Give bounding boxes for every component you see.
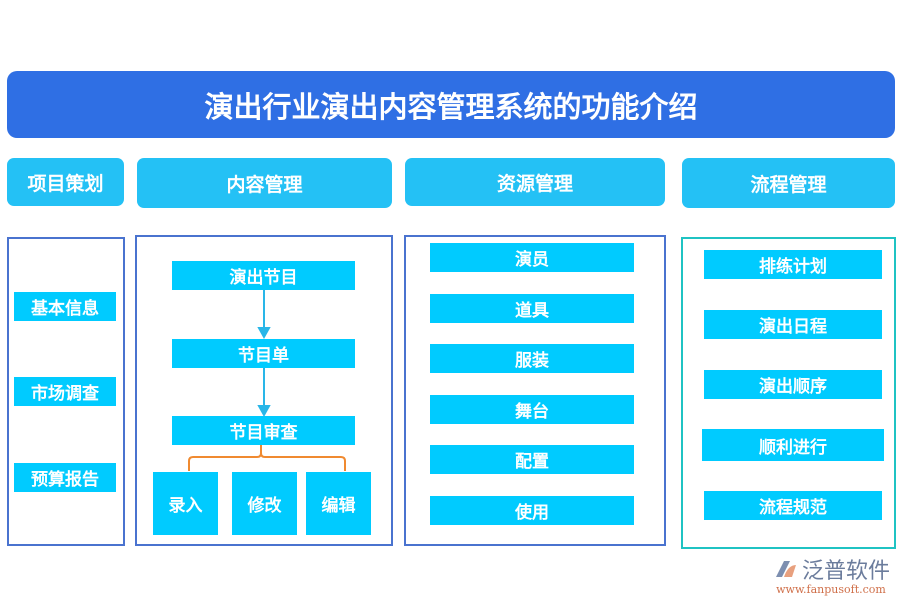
header-process-management: 流程管理 bbox=[682, 158, 895, 208]
resource-actors: 演员 bbox=[430, 243, 634, 272]
resource-costumes: 服装 bbox=[430, 344, 634, 373]
resource-usage: 使用 bbox=[430, 496, 634, 525]
header-resource-management: 资源管理 bbox=[405, 158, 665, 206]
sub-edit: 编辑 bbox=[306, 472, 371, 535]
process-order: 演出顺序 bbox=[704, 370, 882, 399]
process-rehearsal-plan: 排练计划 bbox=[704, 250, 882, 279]
flow-program-review: 节目审查 bbox=[172, 416, 355, 445]
logo-url: www.fanpusoft.com bbox=[776, 583, 886, 596]
logo: 泛普软件 www.fanpusoft.com bbox=[772, 553, 890, 596]
sub-entry: 录入 bbox=[153, 472, 218, 535]
item-budget-report: 预算报告 bbox=[14, 463, 116, 492]
arrowhead-2 bbox=[257, 405, 271, 418]
resource-config: 配置 bbox=[430, 445, 634, 474]
process-standard: 流程规范 bbox=[704, 491, 882, 520]
logo-name: 泛普软件 bbox=[801, 559, 890, 584]
page-title: 演出行业演出内容管理系统的功能介绍 bbox=[7, 71, 895, 138]
resource-stage: 舞台 bbox=[430, 395, 634, 424]
resource-props: 道具 bbox=[430, 294, 634, 323]
item-basic-info: 基本信息 bbox=[14, 292, 116, 321]
panel-resource-management bbox=[404, 235, 666, 546]
sub-modify: 修改 bbox=[232, 472, 297, 535]
flow-program-list: 节目单 bbox=[172, 339, 355, 368]
flow-performance-program: 演出节目 bbox=[172, 261, 355, 290]
header-project-planning: 项目策划 bbox=[7, 158, 124, 206]
bracket-connector bbox=[188, 445, 346, 471]
arrowhead-1 bbox=[257, 327, 271, 340]
process-smooth-run: 顺利进行 bbox=[702, 429, 884, 461]
header-content-management: 内容管理 bbox=[137, 158, 392, 208]
flow-connectors bbox=[188, 290, 346, 471]
process-schedule: 演出日程 bbox=[704, 310, 882, 339]
logo-icon bbox=[775, 561, 796, 577]
item-market-survey: 市场调查 bbox=[14, 377, 116, 406]
